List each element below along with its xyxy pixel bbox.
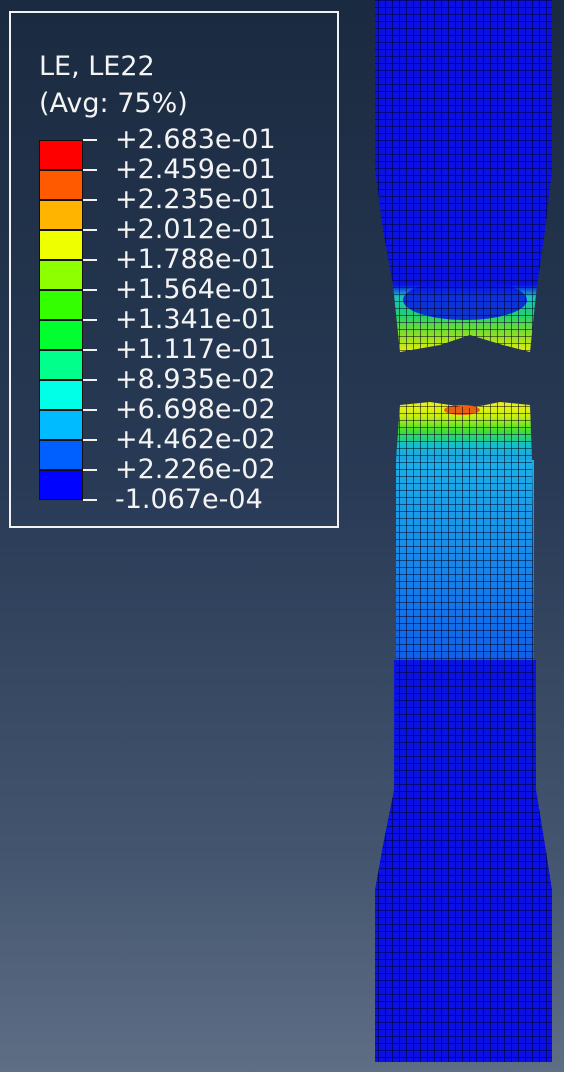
legend-swatch-5 [39,290,83,320]
legend-tick-mark-12 [83,499,97,501]
legend-tick-mark-8 [83,379,97,381]
legend-swatch-4 [39,260,83,290]
legend-swatch-8 [39,380,83,410]
legend-tick-label-12: -1.067e-04 [115,484,263,515]
legend-tick-mark-3 [83,229,97,231]
legend-color-bar [39,140,83,500]
legend-tick-label-0: +2.683e-01 [115,124,276,155]
legend-subtitle: (Avg: 75%) [39,88,188,119]
legend-tick-label-9: +6.698e-02 [115,394,276,425]
legend-tick-mark-5 [83,289,97,291]
legend-swatch-10 [39,440,83,470]
upper-mesh-overlay [375,0,552,352]
legend-tick-mark-10 [83,439,97,441]
legend-tick-mark-1 [83,169,97,171]
legend-tick-mark-2 [83,199,97,201]
legend-tick-label-8: +8.935e-02 [115,364,276,395]
legend-tick-label-10: +4.462e-02 [115,424,276,455]
legend-swatch-0 [39,140,83,170]
legend-tick-mark-0 [83,139,97,141]
contour-legend: LE, LE22 (Avg: 75%) +2.683e-01 +2.459e-01… [9,11,339,528]
legend-swatch-7 [39,350,83,380]
legend-tick-label-1: +2.459e-01 [115,154,276,185]
legend-swatch-6 [39,320,83,350]
legend-swatch-3 [39,230,83,260]
legend-title: LE, LE22 [39,51,155,82]
lower-mesh-overlay [375,402,552,1062]
legend-swatch-1 [39,170,83,200]
legend-swatch-9 [39,410,83,440]
legend-tick-mark-6 [83,319,97,321]
legend-swatch-2 [39,200,83,230]
legend-tick-label-4: +1.788e-01 [115,244,276,275]
legend-tick-label-5: +1.564e-01 [115,274,276,305]
legend-tick-label-11: +2.226e-02 [115,454,276,485]
legend-tick-mark-4 [83,259,97,261]
legend-tick-mark-11 [83,469,97,471]
upper-fragment [375,0,552,352]
legend-tick-label-3: +2.012e-01 [115,214,276,245]
legend-tick-mark-9 [83,409,97,411]
legend-tick-label-6: +1.341e-01 [115,304,276,335]
legend-tick-mark-7 [83,349,97,351]
legend-tick-label-2: +2.235e-01 [115,184,276,215]
legend-tick-label-7: +1.117e-01 [115,334,276,365]
legend-swatch-11 [39,470,83,500]
lower-fragment [375,402,552,1062]
